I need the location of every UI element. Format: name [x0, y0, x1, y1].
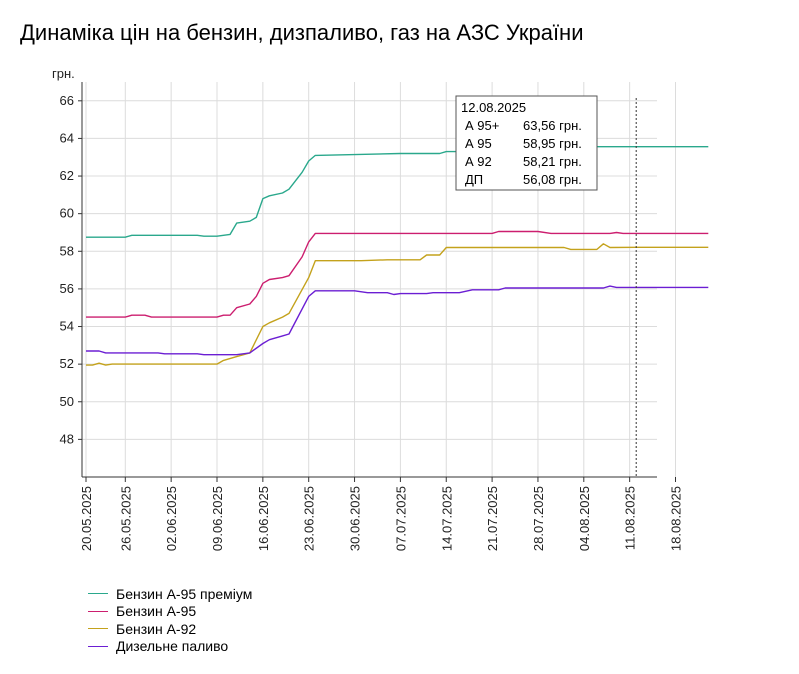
series-line-a92[interactable] — [86, 243, 709, 366]
x-tick-label: 28.07.2025 — [531, 486, 546, 551]
series-line-a95[interactable] — [86, 230, 709, 318]
chart-title: Динаміка цін на бензин, дизпаливо, газ н… — [20, 20, 584, 45]
y-axis-ticks: 48 50 52 54 56 58 60 62 64 66 — [60, 93, 74, 447]
x-tick-label: 30.06.2025 — [348, 486, 363, 551]
legend: Бензин А-95 преміум Бензин А-95 Бензин А-9… — [88, 585, 252, 655]
y-tick-label: 62 — [60, 168, 74, 183]
legend-item-a95[interactable]: Бензин А-95 — [88, 603, 252, 621]
legend-item-a95p[interactable]: Бензин А-95 преміум — [88, 585, 252, 603]
x-tick-label: 16.06.2025 — [256, 486, 271, 551]
legend-item-a92[interactable]: Бензин А-92 — [88, 620, 252, 638]
tooltip-row-label: А 95 — [465, 136, 492, 151]
x-tick-label: 14.07.2025 — [439, 486, 454, 551]
legend-item-dp[interactable]: Дизельне паливо — [88, 638, 252, 656]
y-tick-label: 52 — [60, 356, 74, 371]
x-axis-ticks: 20.05.2025 26.05.2025 02.06.2025 09.06.2025… — [79, 486, 684, 551]
legend-label: Бензин А-92 — [116, 620, 197, 637]
tooltip-row-value: 58,95 грн. — [523, 136, 582, 151]
x-tick-label: 07.07.2025 — [393, 486, 408, 551]
y-tick-label: 60 — [60, 206, 74, 221]
tooltip-date: 12.08.2025 — [461, 100, 526, 115]
tooltip-row-label: А 92 — [465, 154, 492, 169]
legend-swatch — [88, 628, 108, 630]
tooltip-box — [455, 95, 598, 191]
x-tick-label: 04.08.2025 — [577, 486, 592, 551]
tooltip-row-value: 58,21 грн. — [523, 154, 582, 169]
x-tick-label: 11.08.2025 — [623, 486, 638, 550]
series-line-dp[interactable] — [86, 285, 709, 356]
legend-label: Бензин А-95 преміум — [116, 585, 253, 602]
tooltip-row-label: А 95+ — [465, 118, 499, 133]
legend-label: Дизельне паливо — [116, 638, 229, 655]
tooltip-row-value: 63,56 грн. — [523, 118, 582, 133]
x-tick-label: 09.06.2025 — [210, 486, 225, 551]
legend-swatch — [88, 593, 108, 595]
y-tick-label: 58 — [60, 243, 74, 258]
axes — [78, 82, 676, 482]
tooltip-rows: А 95+ 63,56 грн. А 95 58,95 грн. А 92 58,21 г… — [465, 118, 582, 187]
y-tick-label: 50 — [60, 394, 74, 409]
price-line-chart[interactable]: грн. 48 50 52 54 56 58 60 62 64 66 20.05.2025 26.0… — [0, 0, 799, 580]
x-tick-label: 23.06.2025 — [302, 486, 317, 551]
tooltip-row-value: 56,08 грн. — [523, 172, 582, 187]
x-tick-label: 21.07.2025 — [485, 486, 500, 551]
x-tick-label: 02.06.2025 — [164, 486, 179, 551]
legend-swatch — [88, 610, 108, 612]
y-tick-label: 64 — [60, 130, 74, 145]
y-tick-label: 48 — [60, 431, 74, 446]
tooltip-row-label: ДП — [465, 172, 483, 187]
series-lines — [86, 145, 709, 366]
y-tick-label: 56 — [60, 281, 74, 296]
y-tick-label: 66 — [60, 93, 74, 108]
x-tick-label: 18.08.2025 — [669, 486, 684, 551]
x-tick-label: 26.05.2025 — [118, 486, 133, 551]
x-tick-label: 20.05.2025 — [79, 486, 94, 551]
legend-label: Бензин А-95 — [116, 603, 197, 620]
series-line-a95p[interactable] — [86, 145, 709, 238]
y-tick-label: 54 — [60, 319, 74, 334]
y-axis-unit-label: грн. — [52, 66, 75, 81]
legend-swatch — [88, 645, 108, 647]
tooltip: 12.08.2025 А 95+ 63,56 грн. А 95 58,95 грн.… — [455, 95, 598, 191]
